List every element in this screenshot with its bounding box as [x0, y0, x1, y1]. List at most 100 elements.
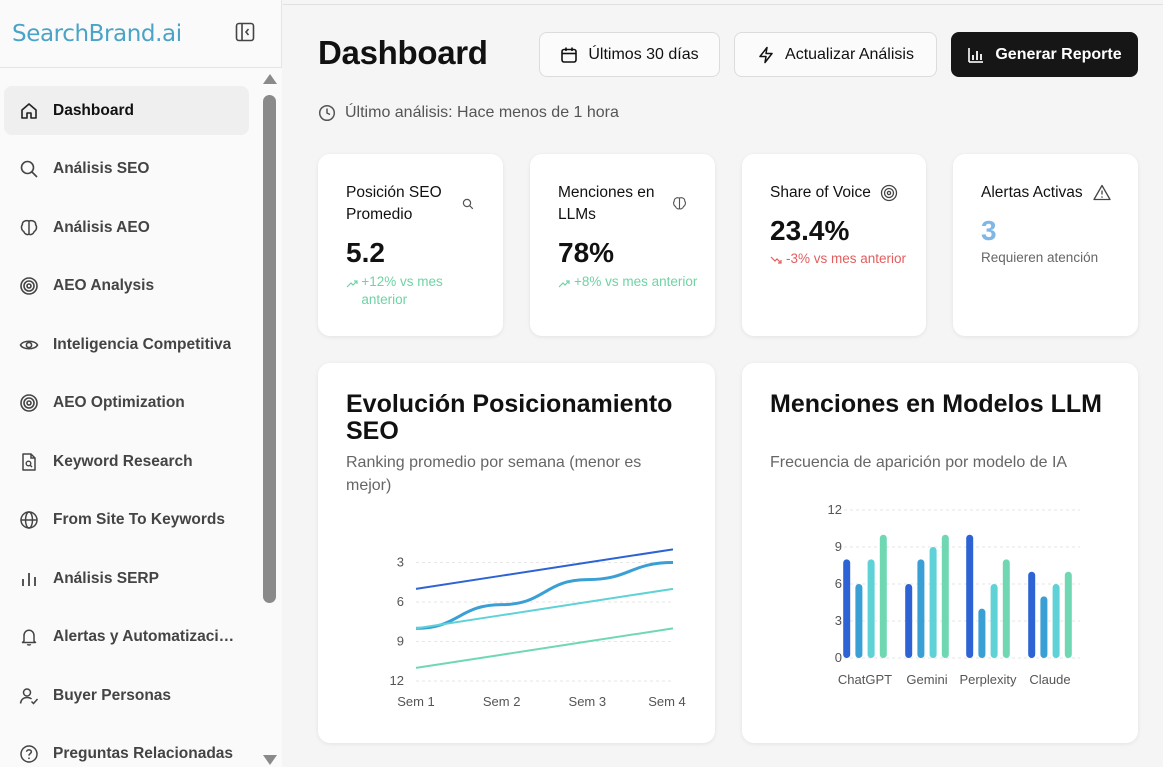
y-tick-label: 3: [397, 555, 404, 570]
top-divider: [283, 4, 1163, 5]
target-icon: [880, 184, 898, 202]
bar: [843, 559, 851, 658]
bar: [1028, 571, 1036, 658]
stat-card-llm-mentions: Menciones en LLMs 78% +8% vs mes anterio…: [530, 154, 715, 336]
chart-subtitle: Frecuencia de aparición por modelo de IA: [770, 454, 1068, 471]
x-tick-label: ChatGPT: [838, 672, 892, 687]
chart-title: Menciones en Modelos LLM: [770, 390, 1102, 418]
brain-icon: [18, 217, 40, 239]
sidebar-item-an-lisis-serp[interactable]: Análisis SERP: [4, 554, 249, 603]
sidebar-nav: Dashboard Análisis SEO Análisis AEO AEO Ana…: [0, 80, 258, 767]
target-icon: [18, 275, 40, 297]
stat-note: Requieren atención: [981, 250, 1099, 265]
x-tick-label: Perplexity: [959, 672, 1017, 687]
stat-card-active-alerts: Alertas Activas 3 Requieren atención: [953, 154, 1138, 336]
refresh-analysis-label: Actualizar Análisis: [785, 45, 914, 63]
trending-down-icon: [770, 250, 784, 271]
y-tick-label: 12: [390, 673, 404, 688]
sidebar-item-label: Preguntas Relacionadas: [53, 744, 234, 762]
alert-triangle-icon: [1093, 184, 1111, 201]
bar: [917, 559, 925, 658]
scroll-thumb[interactable]: [263, 95, 276, 603]
bar: [1052, 584, 1060, 658]
stat-card-share-of-voice: Share of Voice 23.4% -3% vs mes anterior: [742, 154, 926, 336]
bar: [867, 559, 875, 658]
sidebar-item-label: From Site To Keywords: [53, 510, 225, 528]
refresh-analysis-button[interactable]: Actualizar Análisis: [734, 32, 937, 77]
sidebar-item-label: Buyer Personas: [53, 686, 172, 704]
stat-change: -3% vs mes anterior: [770, 250, 910, 271]
bar: [990, 584, 998, 658]
generate-report-label: Generar Reporte: [995, 45, 1122, 63]
search-icon: [18, 158, 40, 180]
x-tick-label: Sem 4: [648, 694, 686, 709]
series-line: [415, 587, 674, 630]
bar-chart-icon: [967, 46, 985, 64]
seo-evolution-card: Evolución Posicionamiento SEO Ranking pr…: [318, 363, 715, 743]
sidebar-item-keyword-research[interactable]: Keyword Research: [4, 437, 249, 486]
sidebar-item-inteligencia-competitiva[interactable]: Inteligencia Competitiva: [4, 320, 249, 369]
stat-value: 3: [981, 215, 997, 246]
target-icon: [18, 392, 40, 414]
stat-value: 23.4%: [770, 215, 850, 246]
lightning-icon: [757, 46, 775, 64]
llm-mentions-card: Menciones en Modelos LLM Frecuencia de a…: [742, 363, 1138, 743]
stat-title: Share of Voice: [770, 184, 871, 201]
stat-change-text: -3% vs mes anterior: [786, 251, 907, 266]
stat-value: 78%: [558, 237, 615, 268]
clock-icon: [318, 104, 336, 122]
bar: [1002, 559, 1010, 658]
sidebar-item-preguntas-relacionadas[interactable]: Preguntas Relacionadas: [4, 729, 249, 767]
sidebar-item-dashboard[interactable]: Dashboard: [4, 86, 249, 135]
stat-title: Menciones en LLMs: [558, 184, 655, 223]
brand-row: SearchBrand.ai: [0, 0, 281, 68]
generate-report-button[interactable]: Generar Reporte: [951, 32, 1138, 77]
bar: [1064, 571, 1072, 658]
y-tick-label: 6: [397, 594, 404, 609]
seo-line-chart: 3 6 9 12 Sem 1 Sem 2 Sem 3 Sem 4: [390, 548, 686, 709]
scroll-down-arrow-icon[interactable]: [263, 755, 277, 765]
help-circle-icon: [18, 743, 40, 765]
sidebar-item-aeo-analysis[interactable]: AEO Analysis: [4, 261, 249, 310]
stat-change-text: +12% vs mes anterior: [361, 274, 443, 307]
bar-chart-icon: [18, 568, 40, 590]
x-tick-label: Sem 3: [569, 694, 607, 709]
main-content: Dashboard Últimos 30 días Actualizar Aná…: [283, 0, 1163, 767]
y-tick-label: 9: [835, 539, 842, 554]
sidebar-item-aeo-optimization[interactable]: AEO Optimization: [4, 378, 249, 427]
sidebar-item-label: Alertas y Automatizaciones: [53, 627, 238, 645]
page-title: Dashboard: [318, 34, 488, 71]
stat-change-text: +8% vs mes anterior: [574, 274, 698, 289]
sidebar-item-label: Inteligencia Competitiva: [53, 335, 232, 353]
bell-icon: [18, 626, 40, 648]
eye-icon: [18, 334, 40, 356]
home-icon: [18, 100, 40, 122]
collapse-sidebar-icon[interactable]: [235, 22, 255, 42]
stat-title: Alertas Activas: [981, 184, 1083, 201]
bar: [905, 584, 913, 658]
sidebar-item-label: Keyword Research: [53, 452, 193, 470]
sidebar-item-alertas-y-automatizaciones[interactable]: Alertas y Automatizaciones: [4, 612, 249, 661]
bar: [855, 584, 863, 658]
y-tick-label: 0: [835, 650, 842, 665]
x-tick-label: Sem 2: [483, 694, 521, 709]
sidebar-item-label: Análisis AEO: [53, 218, 150, 236]
date-range-label: Últimos 30 días: [588, 45, 699, 63]
stat-card-seo-position: Posición SEO Promedio 5.2 +12% vs mes an…: [318, 154, 503, 336]
brand-logo[interactable]: SearchBrand.ai: [12, 20, 182, 47]
scroll-up-arrow-icon[interactable]: [263, 74, 277, 84]
x-tick-label: Claude: [1029, 672, 1070, 687]
sidebar-item-an-lisis-aeo[interactable]: Análisis AEO: [4, 203, 249, 252]
chart-subtitle: Ranking promedio por semana (menor es me…: [346, 454, 642, 494]
search-icon: [462, 198, 474, 210]
bar: [929, 547, 937, 658]
date-range-button[interactable]: Últimos 30 días: [539, 32, 720, 77]
sidebar-scrollbar[interactable]: [258, 68, 282, 767]
bar: [941, 534, 949, 658]
last-analysis-text: Último análisis: Hace menos de 1 hora: [345, 104, 619, 121]
sidebar-item-an-lisis-seo[interactable]: Análisis SEO: [4, 144, 249, 193]
chart-title: Evolución Posicionamiento SEO: [346, 390, 673, 445]
sidebar-item-from-site-to-keywords[interactable]: From Site To Keywords: [4, 495, 249, 544]
globe-icon: [18, 509, 40, 531]
sidebar-item-buyer-personas[interactable]: Buyer Personas: [4, 671, 249, 720]
